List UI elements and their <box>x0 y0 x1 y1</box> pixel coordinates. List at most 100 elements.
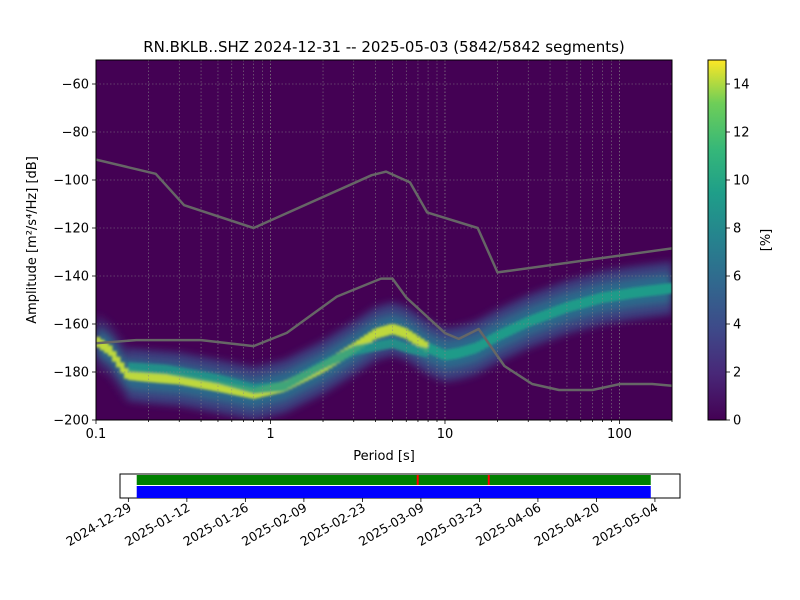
density-core <box>488 334 493 346</box>
density-core <box>464 345 469 357</box>
density-core <box>660 284 665 295</box>
density-core <box>132 369 137 381</box>
density-secondary <box>368 342 373 353</box>
colorbar-tick-label: 14 <box>733 78 750 93</box>
density-core <box>568 301 573 312</box>
y-tick-label: −160 <box>53 318 89 333</box>
timeline-gap-mark <box>487 475 490 485</box>
density-core <box>604 291 609 303</box>
density-core <box>136 370 141 381</box>
density-core <box>204 378 209 390</box>
density-core <box>628 288 633 299</box>
density-core <box>164 372 169 384</box>
y-tick-label: −120 <box>53 222 89 237</box>
density-core <box>236 385 241 396</box>
density-secondary <box>392 338 397 349</box>
density-secondary <box>396 340 401 350</box>
timeline-tick-label: 2025-03-23 <box>414 500 484 549</box>
density-core <box>104 342 109 354</box>
density-secondary <box>340 351 345 361</box>
density-core <box>244 386 249 398</box>
density-core <box>180 374 185 385</box>
density-core <box>528 315 533 327</box>
density-core <box>456 347 461 359</box>
density-core <box>428 343 433 355</box>
density-core <box>124 368 129 379</box>
density-core <box>616 289 621 301</box>
noise-models <box>96 158 672 392</box>
density-core <box>424 341 429 352</box>
density-secondary <box>164 364 169 375</box>
density-core <box>208 379 213 391</box>
x-tick-label: 10 <box>437 427 454 442</box>
colorbar-tick-label: 4 <box>733 318 741 333</box>
density-secondary <box>232 378 237 389</box>
timeline-coverage-bar <box>136 475 651 485</box>
density-core <box>556 305 561 316</box>
density-secondary <box>376 341 381 351</box>
density-core <box>484 337 489 348</box>
density-core <box>452 348 457 359</box>
density-secondary <box>144 363 149 374</box>
y-tick-label: −60 <box>62 78 89 93</box>
density-core <box>376 327 381 339</box>
density-core <box>108 345 113 356</box>
density-core <box>100 339 105 351</box>
density-core <box>380 326 385 338</box>
density-secondary <box>180 367 185 378</box>
density-secondary <box>160 364 165 375</box>
density-secondary <box>372 341 377 352</box>
density-secondary <box>304 369 309 380</box>
density-core <box>388 324 393 335</box>
density-core <box>400 326 405 338</box>
density-core <box>368 332 373 343</box>
density-core <box>220 381 225 393</box>
density-secondary <box>240 380 245 391</box>
density-core <box>596 293 601 305</box>
density-secondary <box>328 356 333 367</box>
density-secondary <box>196 370 201 381</box>
density-core <box>640 286 645 297</box>
timeline-tick-label: 2025-03-09 <box>356 500 426 549</box>
density-secondary <box>264 383 269 393</box>
density-core <box>184 375 189 386</box>
y-axis-label: Amplitude [m²/s⁴/Hz] [dB] <box>25 156 40 324</box>
density-secondary <box>280 381 285 392</box>
density-core <box>444 349 449 361</box>
noise-model-nlnm <box>96 277 672 392</box>
density-core <box>588 295 593 307</box>
density-secondary <box>288 378 293 388</box>
density-core <box>156 372 161 383</box>
density-core <box>576 298 581 310</box>
density-core <box>116 356 121 368</box>
x-tick-label: 100 <box>607 427 632 442</box>
density-core <box>200 378 205 389</box>
density-core <box>408 330 413 342</box>
density-secondary <box>284 380 289 391</box>
density-secondary <box>184 368 189 379</box>
density-secondary <box>192 370 197 380</box>
density-secondary <box>176 367 181 377</box>
density-secondary <box>260 383 265 393</box>
density-core <box>412 333 417 344</box>
density-core <box>172 373 177 385</box>
density-core <box>504 326 509 338</box>
x-tick-label: 1 <box>266 427 274 442</box>
density-secondary <box>172 366 177 376</box>
y-tick-label: −200 <box>53 414 89 429</box>
density-core <box>472 343 477 354</box>
density-core <box>644 285 649 297</box>
density-secondary <box>276 382 281 392</box>
density-core <box>240 386 245 397</box>
density-secondary <box>320 360 325 371</box>
density-core <box>128 369 133 381</box>
density-core <box>584 296 589 308</box>
density-core <box>468 344 473 355</box>
timeline-tick-label: 2025-01-12 <box>122 500 192 549</box>
y-tick-label: −140 <box>53 270 89 285</box>
density-core <box>440 348 445 360</box>
density-core <box>372 329 377 340</box>
density-secondary <box>408 344 413 354</box>
density-core <box>196 377 201 388</box>
density-secondary <box>316 362 321 373</box>
